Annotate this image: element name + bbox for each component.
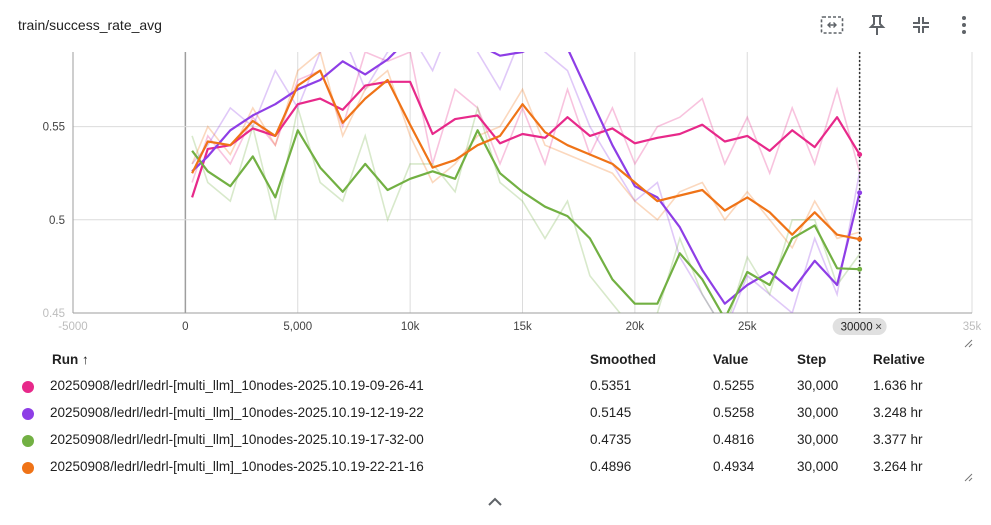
col-smoothed-header[interactable]: Smoothed <box>590 352 656 367</box>
run-name: 20250908/ledrl/ledrl-[multi_llm]_10nodes… <box>50 405 424 420</box>
hover-step-chip <box>832 318 887 335</box>
x-tick-label: 20k <box>626 321 645 333</box>
series-group <box>191 52 861 313</box>
smoothed-series-line <box>191 80 861 198</box>
x-tick-label: 25k <box>738 321 757 333</box>
x-tick-label: 0 <box>182 321 188 333</box>
smoothed-value: 0.5351 <box>590 378 632 393</box>
chevron-up-icon[interactable] <box>484 493 506 511</box>
hover-point <box>857 236 863 242</box>
table-row[interactable]: 20250908/ledrl/ledrl-[multi_llm]_10nodes… <box>0 401 991 428</box>
fit-to-data-button[interactable] <box>819 12 845 38</box>
raw-value: 0.4816 <box>713 432 755 447</box>
col-run-header[interactable]: Run ↑ <box>52 352 89 367</box>
y-tick-label: 0.55 <box>43 122 65 134</box>
relative-time: 3.248 hr <box>873 405 923 420</box>
raw-series-line <box>191 52 860 250</box>
table-row[interactable]: 20250908/ledrl/ledrl-[multi_llm]_10nodes… <box>0 455 991 482</box>
raw-value: 0.4934 <box>713 459 755 474</box>
step-value: 30,000 <box>797 432 839 447</box>
raw-series-line <box>191 52 861 183</box>
fit-to-data-icon <box>820 16 844 34</box>
x-tick-label: 35k <box>963 321 982 333</box>
card-title: train/success_rate_avg <box>18 17 162 33</box>
step-value: 30,000 <box>797 459 839 474</box>
table-row[interactable]: 20250908/ledrl/ledrl-[multi_llm]_10nodes… <box>0 374 991 401</box>
step-value: 30,000 <box>797 378 839 393</box>
hover-step-label: 30000 <box>841 322 873 334</box>
smoothed-value: 0.4735 <box>590 432 632 447</box>
run-name: 20250908/ledrl/ledrl-[multi_llm]_10nodes… <box>50 459 424 474</box>
run-color-swatch <box>22 408 34 420</box>
col-relative-header[interactable]: Relative <box>873 352 925 367</box>
smoothed-series-line <box>191 69 860 241</box>
y-tick-label: 0.45 <box>43 308 65 320</box>
clear-hover-icon[interactable]: × <box>875 320 882 334</box>
x-tick-label: 10k <box>401 321 420 333</box>
y-tick-label: 0.5 <box>49 215 65 227</box>
line-chart[interactable]: -500005,00010k15k20k25k30k35k0.450.50.55… <box>0 40 991 340</box>
x-tick-label: 15k <box>513 321 532 333</box>
table-row[interactable]: 20250908/ledrl/ledrl-[multi_llm]_10nodes… <box>0 428 991 455</box>
col-step-header[interactable]: Step <box>797 352 827 367</box>
raw-series-line <box>191 52 861 313</box>
hover-point <box>857 152 863 158</box>
col-value-header[interactable]: Value <box>713 352 749 367</box>
collapse-button[interactable] <box>908 12 934 38</box>
relative-time: 1.636 hr <box>873 378 923 393</box>
more-vert-icon <box>962 16 966 34</box>
more-options-button[interactable] <box>951 12 977 38</box>
raw-series-line <box>191 104 861 313</box>
chart-resize-handle[interactable] <box>963 338 973 348</box>
relative-time: 3.377 hr <box>873 432 923 447</box>
raw-value: 0.5258 <box>713 405 755 420</box>
relative-time: 3.264 hr <box>873 459 923 474</box>
collapse-icon <box>913 17 929 33</box>
step-value: 30,000 <box>797 405 839 420</box>
hover-point <box>857 266 863 272</box>
x-tick-label: 5,000 <box>283 321 312 333</box>
pin-icon <box>868 15 886 35</box>
smoothed-value: 0.5145 <box>590 405 632 420</box>
pin-button[interactable] <box>864 12 890 38</box>
run-name: 20250908/ledrl/ledrl-[multi_llm]_10nodes… <box>50 378 424 393</box>
smoothed-value: 0.4896 <box>590 459 632 474</box>
hover-point <box>857 190 863 196</box>
raw-value: 0.5255 <box>713 378 755 393</box>
run-name: 20250908/ledrl/ledrl-[multi_llm]_10nodes… <box>50 432 424 447</box>
smoothed-series-line <box>191 52 861 305</box>
x-tick-label: -5000 <box>58 321 87 333</box>
run-color-swatch <box>22 381 34 393</box>
table-resize-handle[interactable] <box>963 472 973 482</box>
run-color-swatch <box>22 462 34 474</box>
run-color-swatch <box>22 435 34 447</box>
smoothed-series-line <box>191 129 860 313</box>
